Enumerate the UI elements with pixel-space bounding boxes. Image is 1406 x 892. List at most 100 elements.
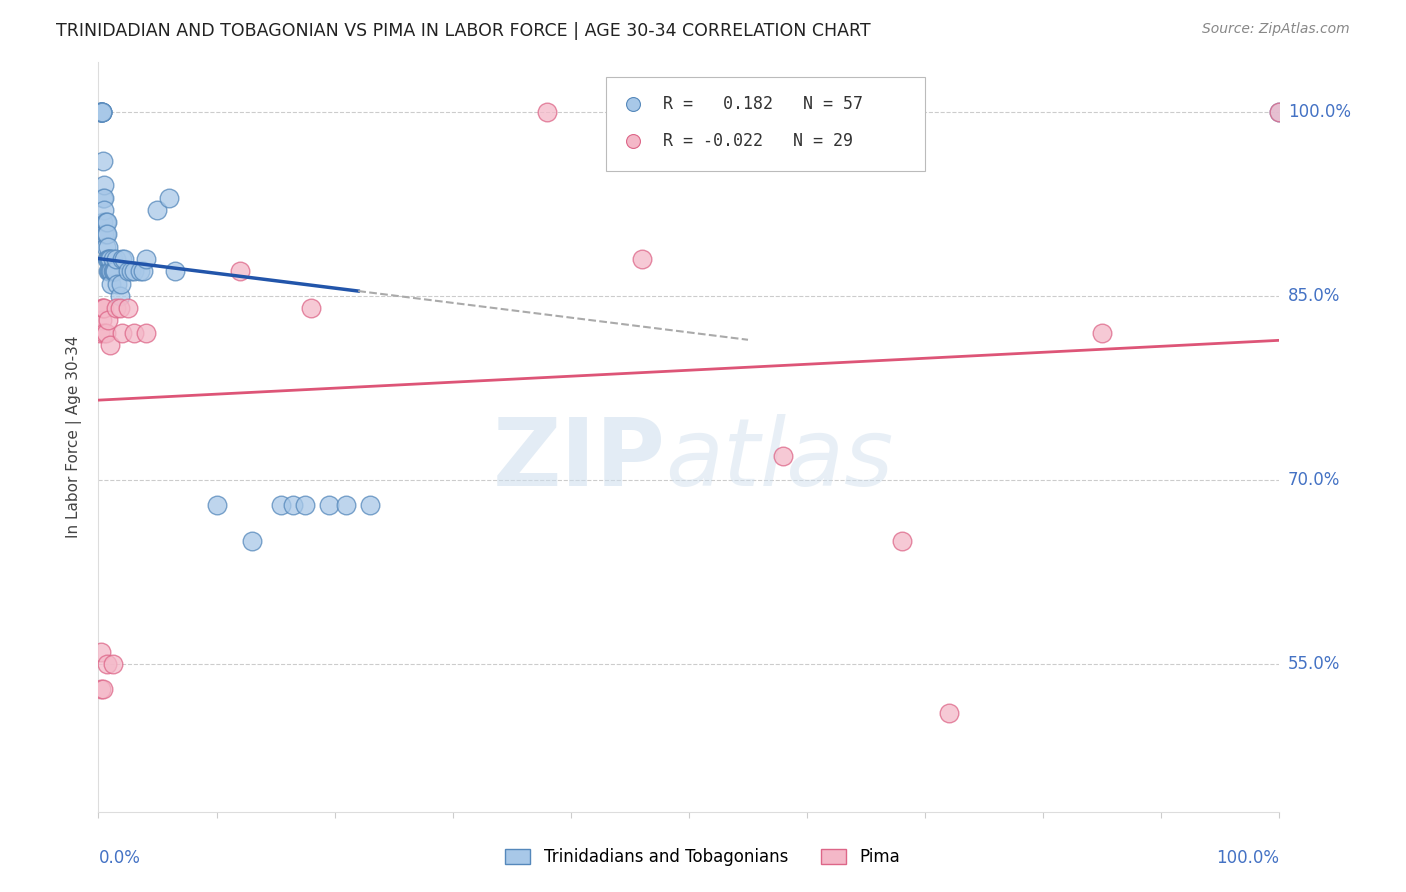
Point <box>108 289 131 303</box>
Point <box>98 264 121 278</box>
Point <box>90 104 112 119</box>
Point <box>299 301 322 315</box>
Text: R = -0.022   N = 29: R = -0.022 N = 29 <box>664 132 853 150</box>
Point <box>89 104 111 119</box>
Text: ZIP: ZIP <box>492 414 665 506</box>
Point <box>91 301 114 315</box>
Point <box>96 657 118 672</box>
Point <box>101 264 124 278</box>
Point <box>110 277 132 291</box>
Point <box>98 264 121 278</box>
Point <box>205 498 228 512</box>
Legend: Trinidadians and Tobagonians, Pima: Trinidadians and Tobagonians, Pima <box>498 840 908 875</box>
Point <box>97 264 120 278</box>
Point <box>93 190 115 204</box>
Point <box>94 215 117 229</box>
Point <box>103 264 125 278</box>
Point <box>89 326 111 340</box>
Point <box>240 534 263 549</box>
Text: 55.0%: 55.0% <box>1288 656 1340 673</box>
Text: 70.0%: 70.0% <box>1288 471 1340 489</box>
Point <box>90 104 112 119</box>
Point <box>91 104 114 119</box>
Point <box>98 338 121 352</box>
Point <box>96 215 118 229</box>
Text: 100.0%: 100.0% <box>1288 103 1351 120</box>
Point <box>91 153 114 168</box>
Point <box>91 104 114 119</box>
Point <box>157 190 180 204</box>
Point <box>96 252 118 266</box>
Point <box>112 252 135 266</box>
Point <box>318 498 340 512</box>
Text: 0.0%: 0.0% <box>98 849 141 867</box>
Point <box>100 277 122 291</box>
Point <box>93 202 115 217</box>
Text: 85.0%: 85.0% <box>1288 287 1340 305</box>
Point <box>1268 104 1291 119</box>
Point <box>121 264 143 278</box>
Point <box>270 498 292 512</box>
Point <box>97 313 120 327</box>
Point <box>108 301 131 315</box>
Point <box>283 498 305 512</box>
Point <box>91 301 114 315</box>
Point <box>91 104 114 119</box>
Point <box>98 252 121 266</box>
Point <box>117 264 139 278</box>
Point <box>91 104 114 119</box>
Point <box>146 202 169 217</box>
Point <box>93 178 115 193</box>
Point <box>623 172 645 186</box>
Point <box>630 252 652 266</box>
Point <box>117 301 139 315</box>
Point <box>229 264 252 278</box>
Point <box>132 264 155 278</box>
Point <box>93 301 115 315</box>
Point <box>105 277 128 291</box>
Point <box>101 252 124 266</box>
Point <box>96 227 118 242</box>
Point <box>90 645 112 659</box>
Point <box>97 252 120 266</box>
Point <box>335 498 357 512</box>
Point <box>111 252 134 266</box>
Point <box>294 498 316 512</box>
Point <box>122 326 145 340</box>
Point <box>105 252 128 266</box>
Point <box>890 534 912 549</box>
Point <box>91 681 114 696</box>
Point <box>772 449 794 463</box>
Point <box>91 190 114 204</box>
Point <box>536 104 558 119</box>
Point <box>100 264 122 278</box>
Point <box>135 252 157 266</box>
Text: Source: ZipAtlas.com: Source: ZipAtlas.com <box>1202 22 1350 37</box>
Point <box>104 264 127 278</box>
Point <box>938 706 960 721</box>
Point <box>105 301 128 315</box>
Text: atlas: atlas <box>665 414 894 505</box>
Point <box>101 657 124 672</box>
Point <box>93 227 115 242</box>
Text: TRINIDADIAN AND TOBAGONIAN VS PIMA IN LABOR FORCE | AGE 30-34 CORRELATION CHART: TRINIDADIAN AND TOBAGONIAN VS PIMA IN LA… <box>56 22 870 40</box>
Point <box>623 234 645 248</box>
Point <box>359 498 381 512</box>
Point <box>90 681 112 696</box>
Point <box>98 252 121 266</box>
Point <box>97 240 120 254</box>
FancyBboxPatch shape <box>606 78 925 171</box>
Point <box>165 264 187 278</box>
Text: R =   0.182   N = 57: R = 0.182 N = 57 <box>664 95 863 112</box>
Point <box>122 264 145 278</box>
Point <box>1091 326 1114 340</box>
Point <box>128 264 150 278</box>
Point <box>135 326 157 340</box>
Point <box>91 215 114 229</box>
Point <box>91 313 114 327</box>
Y-axis label: In Labor Force | Age 30-34: In Labor Force | Age 30-34 <box>66 335 83 539</box>
Text: 100.0%: 100.0% <box>1216 849 1279 867</box>
Point <box>93 326 115 340</box>
Point <box>94 240 117 254</box>
Point <box>111 326 134 340</box>
